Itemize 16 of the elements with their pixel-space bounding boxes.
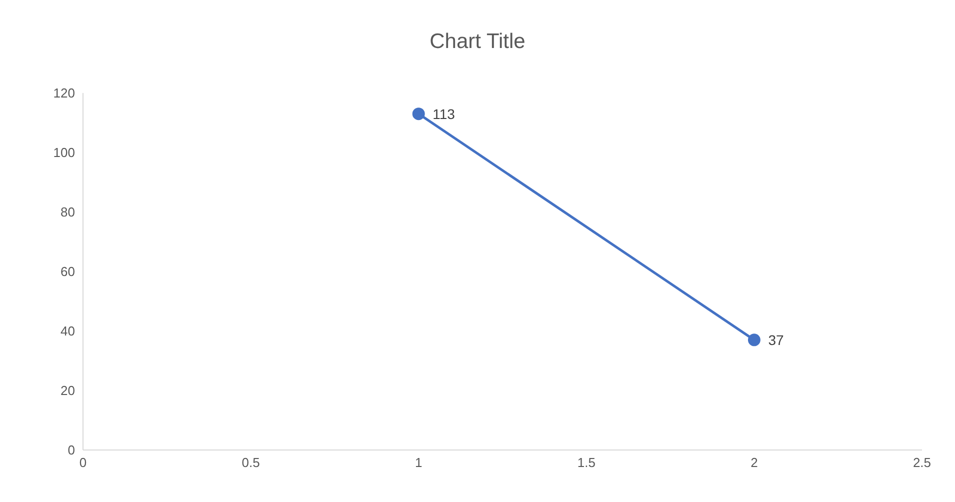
x-tick-label: 1.5 xyxy=(577,455,596,470)
y-tick-label: 80 xyxy=(60,204,75,220)
x-tick-label: 2 xyxy=(750,455,758,470)
y-tick-label: 0 xyxy=(68,442,75,458)
y-tick-label: 40 xyxy=(60,324,75,339)
x-tick-label: 0.5 xyxy=(242,455,260,470)
data-label: 113 xyxy=(432,106,456,122)
y-tick-label: 100 xyxy=(53,145,75,160)
chart-title: Chart Title xyxy=(428,30,526,54)
y-tick-label: 120 xyxy=(53,86,75,101)
x-tick-label: 1 xyxy=(414,455,422,470)
y-tick-label: 60 xyxy=(60,264,75,280)
x-tick-label: 2.5 xyxy=(912,455,932,470)
x-tick-label: 0 xyxy=(79,455,87,470)
y-tick-label: 20 xyxy=(60,383,75,398)
data-label: 37 xyxy=(768,332,784,348)
